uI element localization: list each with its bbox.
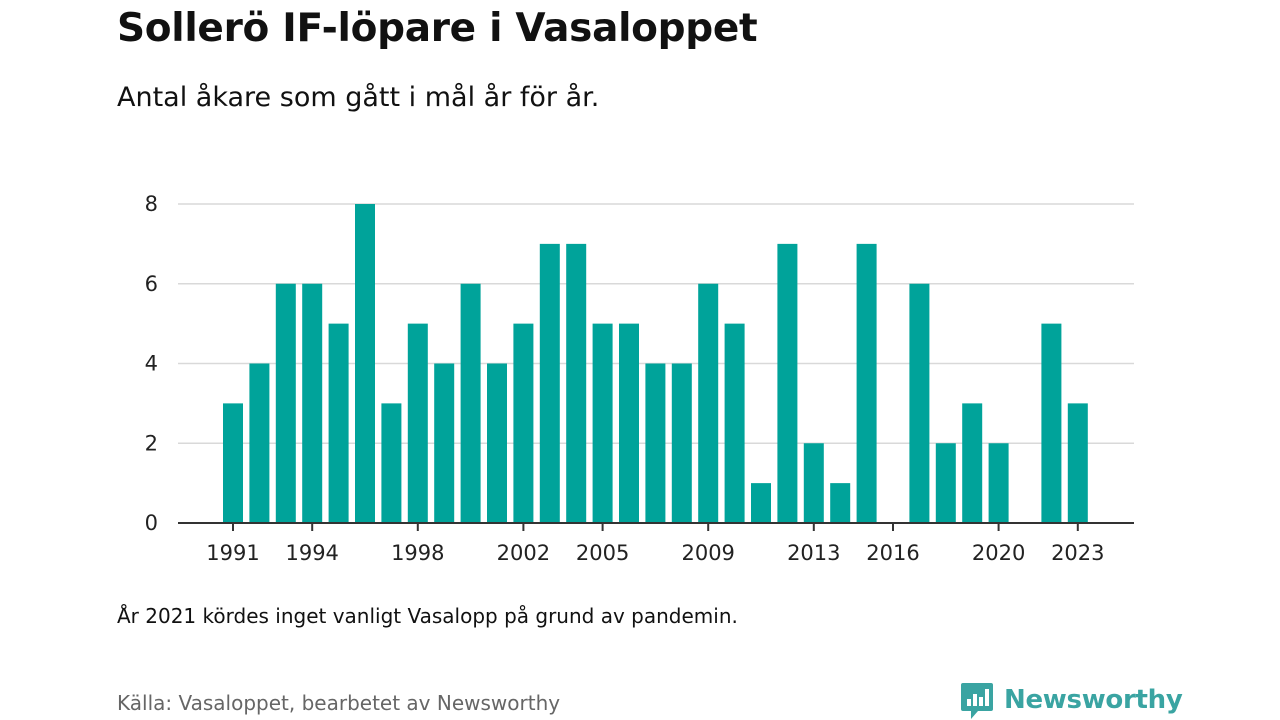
bar bbox=[909, 283, 930, 523]
bar bbox=[592, 323, 613, 523]
x-tick-label: 2009 bbox=[681, 541, 734, 565]
y-tick-label: 0 bbox=[145, 511, 158, 535]
bar bbox=[566, 243, 587, 523]
x-tick-label: 1991 bbox=[206, 541, 259, 565]
bar bbox=[381, 403, 402, 523]
bar bbox=[671, 363, 692, 523]
y-tick-label: 6 bbox=[145, 272, 158, 296]
bar bbox=[988, 443, 1009, 523]
bar bbox=[328, 323, 349, 523]
bar bbox=[223, 403, 243, 523]
x-tick-label: 2023 bbox=[1051, 541, 1104, 565]
chart-subtitle: Antal åkare som gått i mål år för år. bbox=[117, 82, 600, 113]
bar bbox=[1067, 403, 1088, 523]
bar bbox=[645, 363, 666, 523]
chart-note: År 2021 kördes inget vanligt Vasalopp på… bbox=[117, 604, 738, 628]
y-tick-label: 8 bbox=[145, 192, 158, 216]
y-axis: 0 2 4 6 8 bbox=[145, 192, 158, 535]
bar bbox=[935, 443, 956, 523]
bar bbox=[724, 323, 745, 523]
bar bbox=[856, 243, 877, 523]
chart-title: Sollerö IF-löpare i Vasaloppet bbox=[117, 6, 758, 51]
bars bbox=[223, 204, 1088, 523]
x-tick-label: 2020 bbox=[972, 541, 1025, 565]
bar bbox=[487, 363, 507, 523]
bar bbox=[249, 363, 270, 523]
x-tick-label: 2002 bbox=[497, 541, 550, 565]
x-tick-label: 1994 bbox=[285, 541, 338, 565]
bar bbox=[1041, 323, 1062, 523]
bar bbox=[460, 283, 481, 523]
bar bbox=[434, 363, 455, 523]
y-tick-label: 4 bbox=[145, 352, 158, 376]
bar bbox=[407, 323, 428, 523]
bar bbox=[751, 483, 771, 523]
brand-name: Newsworthy bbox=[1004, 685, 1183, 715]
x-tick-label: 2005 bbox=[576, 541, 629, 565]
bar bbox=[275, 283, 296, 523]
bar-chart: 1991 1994 1998 2002 2005 2009 2013 2016 2020 2023… bbox=[145, 192, 1134, 565]
bar bbox=[830, 483, 851, 523]
bar bbox=[513, 323, 534, 523]
bar bbox=[803, 443, 824, 523]
x-tick-label: 1998 bbox=[391, 541, 444, 565]
bar bbox=[698, 283, 719, 523]
bar bbox=[962, 403, 983, 523]
x-tick-label: 2016 bbox=[866, 541, 919, 565]
newsworthy-logo: Newsworthy bbox=[960, 680, 1183, 720]
bar bbox=[539, 243, 560, 523]
bar bbox=[355, 204, 375, 523]
x-tick-label: 2013 bbox=[787, 541, 840, 565]
source-text: Källa: Vasaloppet, bearbetet av Newswort… bbox=[117, 691, 561, 715]
bar bbox=[777, 243, 798, 523]
bar bbox=[619, 323, 639, 523]
x-axis: 1991 1994 1998 2002 2005 2009 2013 2016 2020 2023 bbox=[178, 522, 1134, 565]
bar-chart-speech-bubble-icon bbox=[961, 683, 993, 719]
y-tick-label: 2 bbox=[145, 431, 158, 455]
bar bbox=[302, 283, 323, 523]
